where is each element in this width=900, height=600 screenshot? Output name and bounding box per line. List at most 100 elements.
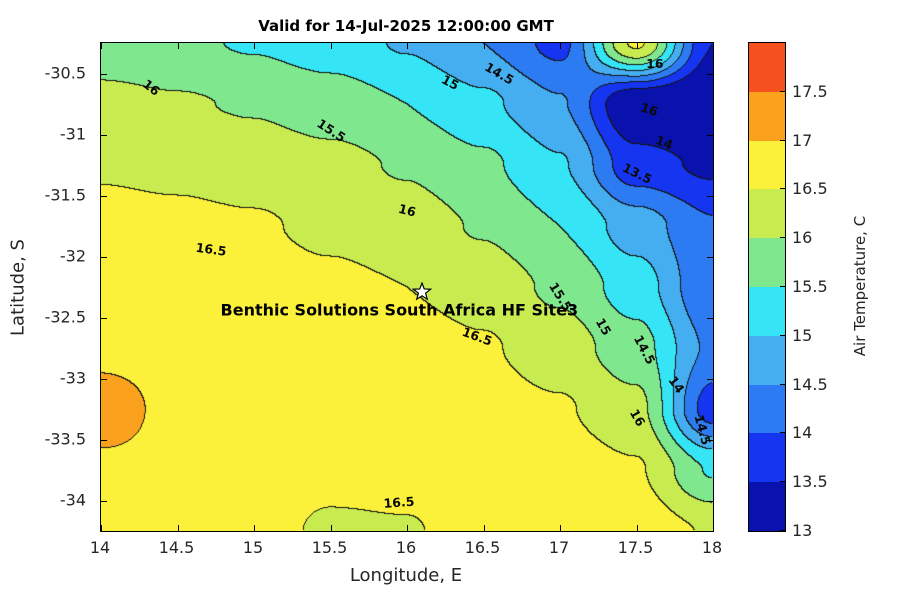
x-tick-label: 17 — [548, 538, 570, 557]
colorbar-segment — [749, 42, 785, 92]
y-tick-label: -31.5 — [44, 185, 86, 204]
colorbar-segment — [749, 140, 785, 190]
tick-mark — [707, 378, 713, 380]
contour-label: 15 — [592, 315, 615, 339]
colorbar-tick-label: 15.5 — [792, 277, 828, 296]
tick-mark — [636, 525, 638, 531]
colorbar-tick-mark — [780, 383, 785, 385]
tick-mark — [407, 525, 408, 531]
tick-mark — [177, 43, 179, 49]
colorbar-segment — [749, 335, 785, 385]
tick-mark — [707, 256, 713, 258]
colorbar-segment — [749, 189, 785, 239]
tick-mark — [636, 43, 638, 49]
colorbar-tick-mark — [780, 286, 785, 287]
tick-mark — [560, 525, 561, 531]
tick-mark — [101, 378, 107, 380]
tick-mark — [177, 525, 179, 531]
colorbar-tick-label: 17.5 — [792, 81, 828, 101]
contour-label: 16 — [626, 405, 648, 429]
colorbar-label: Air Temperature, C — [851, 215, 869, 357]
colorbar-segment — [749, 433, 785, 483]
colorbar-segment — [749, 237, 785, 287]
tick-mark — [707, 73, 713, 75]
colorbar-tick-mark — [780, 188, 785, 190]
y-axis-tick-labels: -30.5 -31 -31.5 -32 -32.5 -33 -33.5 -34 — [0, 42, 94, 530]
contour-label: 16.5 — [460, 323, 495, 349]
y-axis-label: Latitude, S — [7, 239, 29, 336]
colorbar-tick-label: 14 — [792, 423, 813, 443]
x-tick-label: 14 — [89, 538, 111, 557]
x-axis-tick-labels: 14 14.5 15 15.5 16 16.5 17 17.5 18 — [90, 538, 722, 558]
tick-mark — [101, 317, 107, 319]
contour-label: 14.5 — [691, 412, 715, 447]
tick-mark — [713, 525, 714, 531]
tick-mark — [713, 43, 714, 49]
colorbar-segment — [749, 384, 785, 434]
tick-mark — [483, 43, 485, 49]
colorbar-tick-mark — [780, 481, 785, 483]
tick-mark — [707, 317, 713, 319]
tick-mark — [101, 256, 107, 258]
y-tick-label: -31 — [59, 124, 86, 143]
contour-label: 16 — [638, 99, 660, 120]
contour-label: 15 — [438, 71, 462, 94]
tick-mark — [101, 195, 107, 197]
tick-mark — [707, 195, 713, 197]
colorbar-tick-label: 13.5 — [792, 472, 828, 492]
tick-mark — [101, 500, 107, 502]
x-tick-label: 14.5 — [158, 538, 195, 557]
plot-area: 16 15.5 15 14.5 16 16 14 13.5 16 16.5 16.5 15.5 15 14… — [100, 42, 714, 532]
colorbar-segment — [749, 91, 785, 141]
colorbar-tick-mark — [780, 432, 785, 434]
colorbar-tick-label: 16 — [792, 228, 813, 248]
tick-mark — [407, 43, 408, 49]
tick-mark — [483, 525, 485, 531]
tick-marks — [101, 43, 714, 531]
tick-mark — [101, 525, 102, 531]
x-axis-label: Longitude, E — [349, 565, 463, 586]
x-tick-label: 16 — [395, 538, 417, 557]
contour-label: 16 — [646, 55, 664, 71]
site-marker-star-icon — [412, 281, 433, 301]
tick-mark — [707, 134, 713, 136]
colorbar-segment — [749, 481, 785, 531]
contour-label: 16 — [140, 76, 164, 99]
contour-label: 14 — [653, 132, 676, 153]
contour-label: 14.5 — [630, 332, 659, 368]
tick-mark — [101, 43, 102, 49]
tick-mark — [101, 134, 107, 136]
x-tick-label: 16.5 — [464, 538, 501, 557]
colorbar-tick-label: 14.5 — [792, 374, 828, 394]
colorbar-tick-mark — [780, 530, 785, 531]
tick-mark — [560, 43, 561, 49]
colorbar-tick-label: 15 — [792, 325, 813, 345]
colorbar-tick-mark — [780, 90, 785, 92]
colorbar-tick-mark — [780, 139, 785, 141]
y-tick-label: -32.5 — [44, 307, 86, 326]
y-tick-label: -32 — [59, 246, 86, 265]
tick-mark — [707, 439, 713, 441]
colorbar-tick-label: 16.5 — [792, 179, 828, 199]
contour-label: 13.5 — [619, 159, 654, 187]
plot-title: Valid for 14-Jul-2025 12:00:00 GMT — [258, 17, 554, 35]
y-tick-label: -33 — [59, 368, 86, 387]
contour-map-canvas — [101, 43, 713, 531]
y-tick-label: -34 — [59, 490, 86, 509]
contour-labels: 16 15.5 15 14.5 16 16 14 13.5 16 16.5 16.5 15.5 15 14… — [101, 43, 715, 531]
x-tick-label: 18 — [701, 538, 723, 557]
x-tick-label: 17.5 — [617, 538, 654, 557]
colorbar-tick-mark — [780, 237, 785, 239]
colorbar-segment — [749, 286, 785, 336]
tick-mark — [707, 500, 713, 502]
contour-label: 16.5 — [383, 493, 416, 511]
colorbar-tick-label: 13 — [792, 521, 813, 540]
site-label: Benthic Solutions South Africa HF Site3 — [220, 300, 579, 320]
y-tick-label: -30.5 — [44, 63, 86, 82]
colorbar — [748, 42, 786, 532]
contour-label: 15.5 — [313, 115, 348, 145]
y-tick-label: -33.5 — [44, 429, 86, 448]
contour-label: 16.5 — [194, 240, 228, 260]
colorbar-tick-label: 17 — [792, 130, 813, 150]
